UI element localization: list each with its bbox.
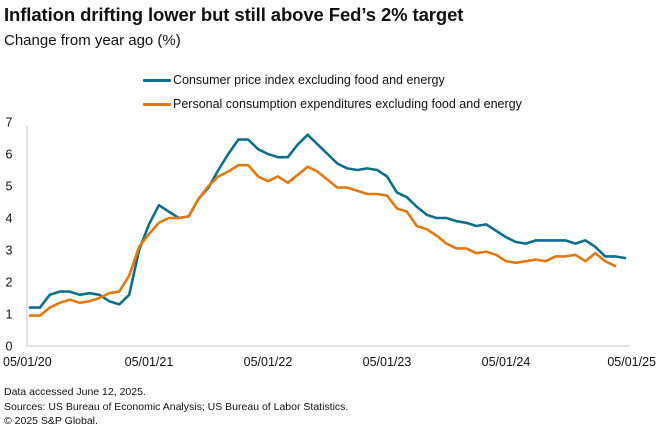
legend-item-pce: Personal consumption expenditures exclud… [143,92,522,116]
x-axis-ticks: 05/01/20 05/01/21 05/01/22 05/01/23 05/01/24… [3,355,656,369]
footer-data-accessed: Data accessed June 12, 2025. [4,386,146,398]
legend-swatch-pce [143,102,171,106]
y-tick-label: 2 [6,276,13,290]
series-group [28,133,627,317]
y-tick-label: 6 [6,148,13,162]
x-tick-label: 05/01/23 [363,355,412,369]
x-tick-label: 05/01/24 [482,355,531,369]
chart-subtitle: Change from year ago (%) [4,32,181,49]
legend-label-cpi: Consumer price index excluding food and … [173,73,445,87]
legend: Consumer price index excluding food and … [143,68,522,116]
y-tick-label: 5 [6,180,13,194]
y-tick-label: 0 [6,340,13,354]
x-tick-label: 05/01/20 [3,355,52,369]
legend-item-cpi: Consumer price index excluding food and … [143,68,522,92]
y-tick-label: 7 [6,116,13,130]
y-axis-ticks: 0 1 2 3 4 5 6 7 [6,116,13,354]
series-line-pce [28,163,617,317]
chart-title: Inflation drifting lower but still above… [4,4,464,25]
footer-copyright: © 2025 S&P Global. [4,415,98,427]
footer-sources: Sources: US Bureau of Economic Analysis;… [4,400,349,413]
footer: Data accessed June 12, 2025. Sources: US… [4,385,348,429]
y-tick-label: 1 [6,308,13,322]
legend-label-pce: Personal consumption expenditures exclud… [173,97,522,111]
series-line-cpi [28,133,627,309]
x-tick-label: 05/01/22 [244,355,293,369]
x-tick-label: 05/01/21 [125,355,174,369]
y-tick-label: 3 [6,244,13,258]
y-tick-label: 4 [6,212,13,226]
legend-swatch-cpi [143,78,171,82]
x-tick-label: 05/01/25 [607,355,656,369]
